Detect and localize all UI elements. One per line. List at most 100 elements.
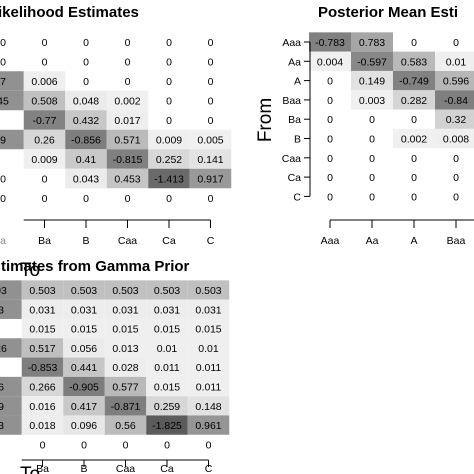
chart2-cell-label-0-1: 0.783 [359,37,385,49]
chart1-cell-4-3 [106,110,149,130]
chart2-cell-label-8-1: 0 [369,191,375,203]
chart2-cell-label-7-2: 0 [411,172,417,184]
chart1-cell-3-2 [65,90,107,111]
chart3-x-tick-label-4: Ca [160,463,174,474]
chart3-cell-7-2 [63,415,105,435]
chart3-cell-4-4 [146,357,188,377]
chart3-cell-5-1 [21,376,64,397]
chart1-x-tick-label-1: Ba [38,235,51,247]
chart2-title: Posterior Mean Esti [318,4,458,21]
chart3-cell-label-4-4: 0.011 [154,362,180,374]
chart3-cell-label-7-0: 3 [0,420,4,432]
chart3-cell-label-4-3: 0.028 [112,362,138,374]
chart2-cell-3-2 [393,90,435,110]
chart2-cell-label-1-0: 0.004 [317,56,343,68]
chart3-x-tick-label-1: Ba [36,463,49,474]
chart1-cell-5-2 [65,129,107,150]
chart3-cell-5-5 [187,376,230,397]
chart3-cell-label-3-4: 0.01 [157,343,178,355]
chart3-cell-6-5 [187,396,230,416]
chart1-cell-label-2-0: 7 [0,76,6,88]
chart3-cell-0-0 [0,280,22,300]
chart1-cell-5-1 [23,129,66,150]
chart3-cell-label-5-1: 0.266 [29,382,55,394]
chart3-cell-label-8-1: 0 [40,439,46,451]
chart3-cell-1-3 [104,299,147,319]
chart3-cell-label-3-0: 26 [0,343,7,355]
chart3-cell-label-0-4: 0.503 [154,285,180,297]
chart1-cell-label-1-1: 0 [42,57,48,69]
chart3-cell-1-4 [146,299,188,319]
chart2-cell-label-7-1: 0 [369,172,375,184]
chart2-y-axis-title: From [255,98,276,142]
chart1-x-axis-title: To [20,260,40,281]
chart3-cell-label-0-0: 03 [0,285,7,297]
chart3-cell-4-1 [21,357,64,377]
chart3-cell-5-2 [63,376,105,397]
chart2-cell-label-8-0: 0 [327,191,333,203]
chart1-cell-label-3-4: 0 [166,96,172,108]
chart1-cell-label-8-5: 0 [208,193,214,205]
chart3-cell-label-6-4: 0.259 [154,401,180,413]
chart1-cell-label-7-0: 0 [0,174,6,186]
chart2-cell-label-0-2: 0 [411,37,417,49]
chart1-cell-label-0-4: 0 [166,37,172,49]
chart2-cell-label-5-2: 0.002 [401,134,427,146]
chart2-cell-label-8-2: 0 [411,191,417,203]
chart3-cell-label-2-5: 0.015 [195,324,221,336]
chart3-cell-label-8-3: 0 [123,439,129,451]
chart3-cell-3-1 [21,338,64,358]
chart3-cell-2-4 [146,318,188,339]
chart1-cell-7-3 [106,168,149,189]
chart1-cell-7-4 [148,168,190,189]
chart2-y-tick-label-6: Caa [282,153,301,165]
chart2-x-tick-label-1: Aa [366,235,379,247]
chart3-cell-2-1 [21,318,64,339]
chart3-cell-5-0 [0,376,22,397]
chart2-cell-label-5-0: 0 [327,134,333,146]
chart2-cell-5-2 [393,128,435,149]
chart3-cell-label-7-5: 0.961 [195,420,221,432]
chart3-cell-label-8-5: 0 [206,439,212,451]
chart3-cell-3-5 [187,338,230,358]
chart3-cell-label-7-1: 0.018 [29,420,55,432]
chart1-x-tick-label-5: C [207,235,215,247]
chart1-cell-label-8-0: 0 [0,193,6,205]
chart1-cell-2-0 [0,71,24,91]
chart1-cell-label-2-5: 0 [208,76,214,88]
chart3-cell-label-0-1: 0.503 [29,285,55,297]
chart3-cell-2-5 [187,318,230,339]
chart3-cell-label-0-3: 0.503 [112,285,138,297]
chart1-cell-label-4-1: -0.77 [33,115,57,127]
chart1-cell-label-5-0: 9 [0,135,6,147]
chart2-cell-label-2-3: 0.596 [443,76,469,88]
chart2-cell-label-3-0: 0 [327,95,333,107]
chart3-cell-label-7-3: 0.56 [115,420,136,432]
chart3-cell-1-5 [187,299,230,319]
chart3-cell-7-1 [21,415,64,435]
chart3-cell-2-3 [104,318,147,339]
chart2-cell-3-1 [351,90,393,110]
chart1-cell-label-2-3: 0 [125,76,131,88]
chart3-cell-3-0 [0,338,22,358]
chart2-y-tick-label-8: C [293,191,301,203]
chart1-cell-3-1 [23,90,66,111]
chart2-cell-1-3 [435,51,474,71]
chart1-cell-5-4 [148,129,190,150]
chart1-cell-label-0-3: 0 [125,37,131,49]
chart1-cell-label-5-4: 0.009 [156,135,182,147]
chart2-cell-0-1 [351,32,393,52]
chart3-cell-label-1-5: 0.031 [195,304,221,316]
chart3-cell-label-5-4: 0.015 [154,382,180,394]
chart1-cell-label-3-2: 0.048 [73,96,99,108]
chart3-cell-label-6-2: 0.417 [71,401,97,413]
chart1-cell-label-6-2: 0.41 [76,154,97,166]
chart1-cell-label-8-2: 0 [83,193,89,205]
chart3-cell-label-5-5: 0.011 [196,382,222,394]
chart2-cell-label-1-1: -0.597 [357,56,387,68]
chart3-cell-label-6-3: -0.871 [111,401,141,413]
chart2-y-tick-label-4: Ba [288,114,301,126]
chart1-x-tick-label-0: a [0,235,6,247]
chart1-cell-label-5-2: -0.856 [71,135,101,147]
